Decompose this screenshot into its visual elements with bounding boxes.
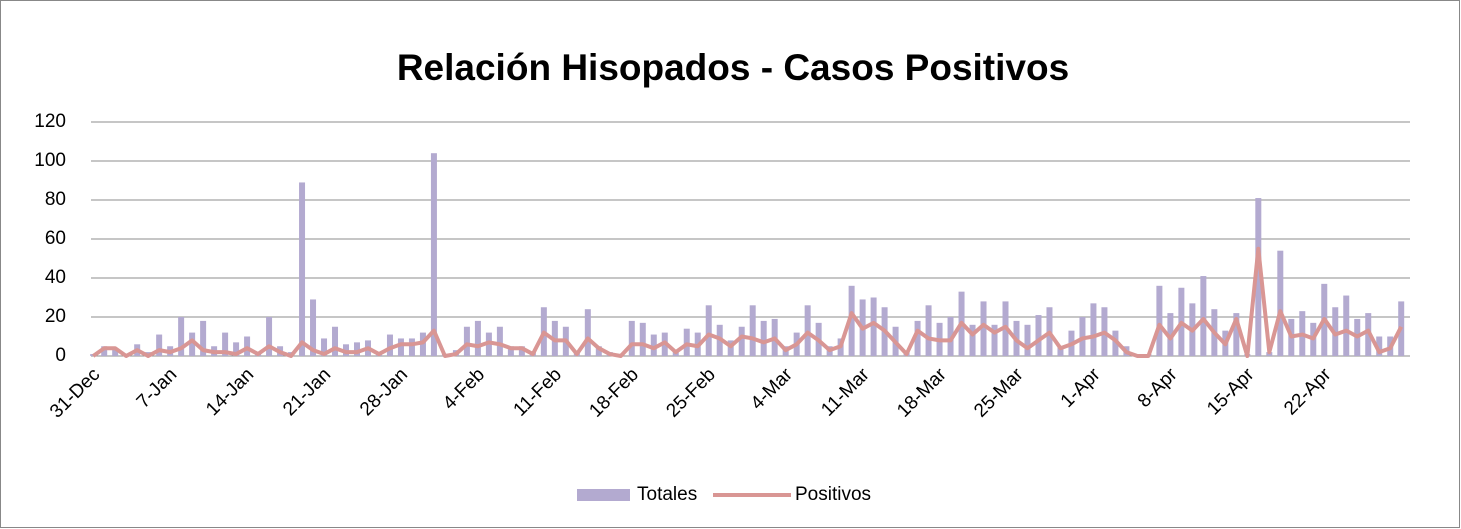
line [92,246,1403,358]
bar [518,346,525,356]
bar [321,338,328,356]
bar [991,324,998,356]
y-tick-label: 80 [45,189,66,210]
bar [1090,303,1097,356]
bar [310,299,317,356]
bar [738,326,745,356]
bar [1112,330,1119,356]
bar [189,332,196,356]
bar [397,338,404,356]
bar [870,297,877,356]
bar [178,317,185,356]
bar [1233,313,1240,356]
bar [1343,295,1350,356]
bar [299,182,306,356]
bar [1156,285,1163,356]
bar [1255,198,1262,356]
bar [1167,313,1174,356]
bar [749,305,756,356]
chart-title: Relación Hisopados - Casos Positivos [397,47,1069,88]
y-tick-label: 20 [45,306,66,327]
y-tick-label: 120 [34,111,66,132]
y-tick-label: 40 [45,267,66,288]
bar [101,346,108,356]
bar [1200,276,1207,356]
bar [705,305,712,356]
bar [1376,336,1383,356]
bar [200,320,207,356]
bar [650,334,657,356]
bar [1035,315,1042,356]
bar [628,320,635,356]
bar [430,153,437,356]
legend-swatch [577,489,630,501]
bar [332,326,339,356]
bar [408,338,415,356]
bar [639,322,646,356]
bar [1024,324,1031,356]
bar [474,320,481,356]
bar [848,285,855,356]
y-tick-label: 100 [34,150,66,171]
bar [980,301,987,356]
bar [112,348,119,356]
bar [156,334,163,356]
legend-label: Totales [637,484,697,505]
bar [914,320,921,356]
bar [386,334,393,356]
bar [507,346,514,356]
bar [969,324,976,356]
bar [925,305,932,356]
bar [1057,346,1064,356]
bar [595,346,602,356]
bar [496,326,503,356]
bar [222,332,229,356]
bar [266,317,273,356]
y-tick-label: 60 [45,228,66,249]
bar [947,317,954,356]
bar [353,342,360,356]
y-tick-label: 0 [55,345,66,366]
bar [584,309,591,356]
legend-label: Positivos [795,484,871,505]
bar [760,320,767,356]
bar [233,342,240,356]
bar [1277,250,1284,356]
bar [463,326,470,356]
